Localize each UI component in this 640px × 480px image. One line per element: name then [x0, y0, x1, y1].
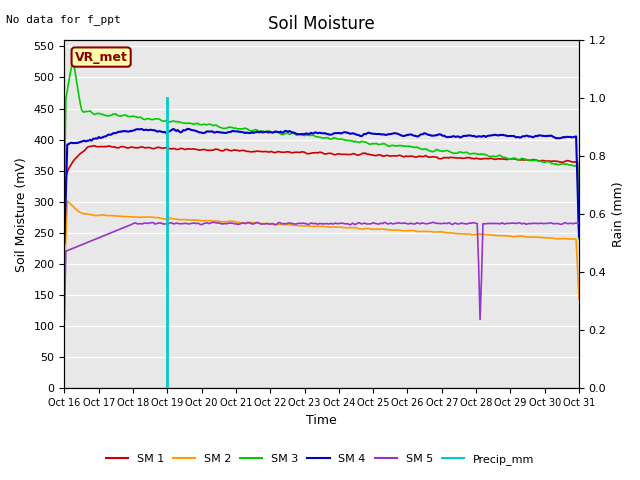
Legend: SM 1, SM 2, SM 3, SM 4, SM 5, Precip_mm: SM 1, SM 2, SM 3, SM 4, SM 5, Precip_mm	[101, 450, 539, 469]
Text: No data for f_ppt: No data for f_ppt	[6, 14, 121, 25]
X-axis label: Time: Time	[307, 414, 337, 427]
Title: Soil Moisture: Soil Moisture	[268, 15, 375, 33]
Y-axis label: Rain (mm): Rain (mm)	[612, 181, 625, 247]
Y-axis label: Soil Moisture (mV): Soil Moisture (mV)	[15, 157, 28, 272]
Text: VR_met: VR_met	[75, 50, 127, 63]
